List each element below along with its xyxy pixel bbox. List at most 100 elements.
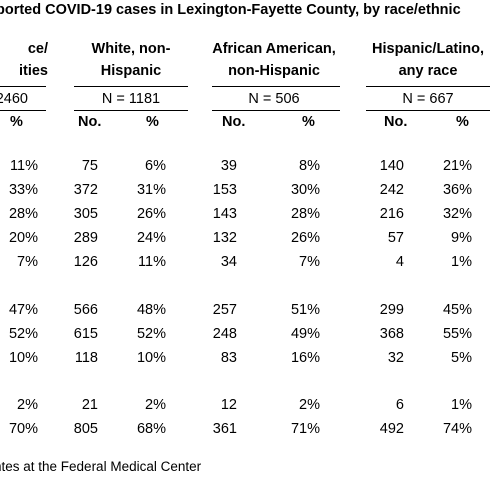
cell-count: 305 [73, 206, 98, 222]
group-header-line2: ities [18, 63, 48, 79]
group-n-all: 2460 [0, 91, 28, 107]
header-rule [366, 86, 490, 87]
cell-count: 216 [379, 206, 404, 222]
col-no-header: No. [78, 114, 102, 130]
cell-count: 83 [220, 350, 237, 366]
cell-count: 39 [220, 158, 237, 174]
cell-percent: 28% [8, 206, 38, 222]
col-pct-header: % [10, 114, 23, 130]
group-header-line2: non-Hispanic [228, 63, 320, 79]
col-pct-header: % [302, 114, 315, 130]
cell-percent: 21% [442, 158, 472, 174]
cell-count: 12 [220, 397, 237, 413]
cell-percent: 47% [8, 302, 38, 318]
cell-percent: 71% [290, 421, 320, 437]
cell-percent: 26% [136, 206, 166, 222]
cell-percent: 2% [145, 397, 166, 413]
group-header-line2: Hispanic [100, 63, 162, 79]
cell-percent: 11% [138, 254, 166, 270]
cell-percent: 70% [8, 421, 38, 437]
cell-count: 6 [395, 397, 404, 413]
cell-count: 143 [212, 206, 237, 222]
cell-count: 140 [379, 158, 404, 174]
col-pct-header: % [456, 114, 469, 130]
col-pct-header: % [146, 114, 159, 130]
cell-count: 4 [395, 254, 404, 270]
cell-percent: 36% [442, 182, 472, 198]
cell-count: 805 [73, 421, 98, 437]
n-rule [0, 110, 46, 111]
cell-percent: 1% [451, 254, 472, 270]
cell-percent: 10% [136, 350, 166, 366]
header-rule [0, 86, 46, 87]
group-header-african-american: African American, non-Hispanic [196, 38, 352, 82]
cell-percent: 55% [442, 326, 472, 342]
cell-count: 289 [73, 230, 98, 246]
cell-count: 132 [212, 230, 237, 246]
cell-percent: 7% [299, 254, 320, 270]
group-header-line1: Hispanic/Latino, [372, 41, 484, 57]
cell-count: 248 [212, 326, 237, 342]
cell-percent: 8% [299, 158, 320, 174]
cell-count: 34 [220, 254, 237, 270]
cell-count: 566 [73, 302, 98, 318]
cell-percent: 51% [290, 302, 320, 318]
cell-percent: 52% [136, 326, 166, 342]
group-n-african-american: N = 506 [248, 91, 300, 107]
cell-percent: 68% [136, 421, 166, 437]
cell-count: 126 [73, 254, 98, 270]
n-rule [366, 110, 490, 111]
group-header-line1: African American, [212, 41, 336, 57]
cell-percent: 5% [451, 350, 472, 366]
cell-percent: 48% [136, 302, 166, 318]
group-n-white: N = 1181 [101, 91, 161, 107]
col-no-header: No. [222, 114, 246, 130]
header-rule [212, 86, 340, 87]
cell-percent: 7% [17, 254, 38, 270]
table-title: ported COVID-19 cases in Lexington-Fayet… [0, 2, 461, 18]
cell-percent: 6% [145, 158, 166, 174]
cell-percent: 26% [290, 230, 320, 246]
cell-percent: 11% [10, 158, 38, 174]
cell-percent: 31% [136, 182, 166, 198]
cell-count: 118 [74, 350, 98, 366]
cell-percent: 32% [442, 206, 472, 222]
cell-percent: 33% [8, 182, 38, 198]
cell-percent: 30% [290, 182, 320, 198]
n-rule [212, 110, 340, 111]
group-header-line2: any race [398, 63, 458, 79]
cell-count: 299 [379, 302, 404, 318]
cell-percent: 74% [442, 421, 472, 437]
cell-count: 361 [212, 421, 237, 437]
cell-percent: 9% [451, 230, 472, 246]
cell-percent: 28% [290, 206, 320, 222]
cell-count: 153 [212, 182, 237, 198]
group-header-white: White, non- Hispanic [68, 38, 194, 82]
cell-count: 492 [379, 421, 404, 437]
n-rule [74, 110, 188, 111]
cell-percent: 24% [136, 230, 166, 246]
cell-percent: 2% [299, 397, 320, 413]
cell-percent: 1% [451, 397, 472, 413]
cell-count: 32 [387, 350, 404, 366]
cell-percent: 52% [8, 326, 38, 342]
header-rule [74, 86, 188, 87]
cell-percent: 20% [8, 230, 38, 246]
group-header-line1: ce/ [27, 41, 48, 57]
footnote: ntes at the Federal Medical Center [0, 459, 202, 474]
cell-percent: 49% [290, 326, 320, 342]
cell-count: 21 [81, 397, 98, 413]
cell-percent: 45% [442, 302, 472, 318]
cell-count: 75 [81, 158, 98, 174]
group-header-hispanic: Hispanic/Latino, any race [356, 38, 500, 82]
group-n-hispanic: N = 667 [402, 91, 454, 107]
cell-percent: 16% [290, 350, 320, 366]
cell-count: 615 [73, 326, 98, 342]
cell-count: 372 [73, 182, 98, 198]
cell-count: 257 [212, 302, 237, 318]
cell-count: 242 [379, 182, 404, 198]
cell-count: 368 [379, 326, 404, 342]
cell-count: 57 [387, 230, 404, 246]
col-no-header: No. [384, 114, 408, 130]
cell-percent: 10% [8, 350, 38, 366]
